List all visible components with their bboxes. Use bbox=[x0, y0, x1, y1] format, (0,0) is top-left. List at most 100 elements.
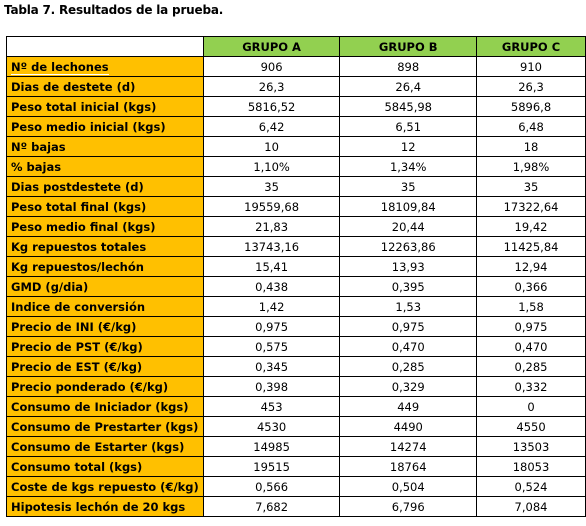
cell-grupo-c: 26,3 bbox=[476, 76, 586, 97]
table-row: % bajas 1,10% 1,34% 1,98% bbox=[6, 156, 586, 177]
cell-grupo-a: 4530 bbox=[202, 416, 341, 437]
row-label-text: % bajas bbox=[11, 159, 62, 174]
row-label-text: Consumo de Estarter (kgs) bbox=[11, 439, 185, 454]
cell-grupo-c: 13503 bbox=[476, 436, 586, 457]
header-row: GRUPO A GRUPO B GRUPO C bbox=[6, 36, 586, 57]
row-label-text: Kg repuestos totales bbox=[11, 239, 147, 254]
column-header-grupo-c: GRUPO C bbox=[476, 36, 586, 57]
row-label-text: Precio ponderado (€/kg) bbox=[11, 379, 169, 394]
row-label: Indice de conversión bbox=[6, 296, 204, 317]
cell-grupo-c: 18 bbox=[476, 136, 586, 157]
table-row: Consumo total (kgs) 19515 18764 18053 bbox=[6, 456, 586, 477]
cell-grupo-b: 0,285 bbox=[339, 356, 478, 377]
cell-grupo-c: 1,58 bbox=[476, 296, 586, 317]
table-row: Precio ponderado (€/kg) 0,398 0,329 0,332 bbox=[6, 376, 586, 397]
cell-grupo-a: 15,41 bbox=[202, 256, 341, 277]
row-label-text: Indice de conversión bbox=[11, 299, 146, 314]
row-label: Consumo de Iniciador (kgs) bbox=[6, 396, 204, 417]
cell-grupo-b: 0,504 bbox=[339, 476, 478, 497]
table-row: Peso medio final (kgs) 21,83 20,44 19,42 bbox=[6, 216, 586, 237]
row-label-text: Consumo total (kgs) bbox=[11, 459, 143, 474]
cell-grupo-b: 20,44 bbox=[339, 216, 478, 237]
table-row: Precio de PST (€/kg) 0,575 0,470 0,470 bbox=[6, 336, 586, 357]
row-label-text: Dias de destete (d) bbox=[11, 79, 136, 94]
cell-grupo-a: 1,42 bbox=[202, 296, 341, 317]
table-row: Consumo de Iniciador (kgs) 453 449 0 bbox=[6, 396, 586, 417]
cell-grupo-c: 0,470 bbox=[476, 336, 586, 357]
row-label: Dias de destete (d) bbox=[6, 76, 204, 97]
cell-grupo-c: 17322,64 bbox=[476, 196, 586, 217]
table-body: Nº de lechones 906 898 910 Dias de destete (… bbox=[6, 56, 586, 517]
cell-grupo-a: 453 bbox=[202, 396, 341, 417]
row-label: Precio de EST (€/kg) bbox=[6, 356, 204, 377]
row-label-text: Precio de PST (€/kg) bbox=[11, 339, 143, 354]
cell-grupo-a: 14985 bbox=[202, 436, 341, 457]
cell-grupo-a: 0,438 bbox=[202, 276, 341, 297]
cell-grupo-a: 13743,16 bbox=[202, 236, 341, 257]
table-row: GMD (g/dia) 0,438 0,395 0,366 bbox=[6, 276, 586, 297]
cell-grupo-a: 5816,52 bbox=[202, 96, 341, 117]
cell-grupo-a: 6,42 bbox=[202, 116, 341, 137]
cell-grupo-c: 11425,84 bbox=[476, 236, 586, 257]
cell-grupo-a: 0,345 bbox=[202, 356, 341, 377]
row-label: Peso total inicial (kgs) bbox=[6, 96, 204, 117]
cell-grupo-b: 14274 bbox=[339, 436, 478, 457]
cell-grupo-c: 0,524 bbox=[476, 476, 586, 497]
cell-grupo-c: 0 bbox=[476, 396, 586, 417]
cell-grupo-b: 1,34% bbox=[339, 156, 478, 177]
cell-grupo-b: 0,470 bbox=[339, 336, 478, 357]
row-label: Consumo de Estarter (kgs) bbox=[6, 436, 204, 457]
table-row: Precio de INI (€/kg) 0,975 0,975 0,975 bbox=[6, 316, 586, 337]
row-label: Kg repuestos totales bbox=[6, 236, 204, 257]
row-label-text: Hipotesis lechón de 20 kgs bbox=[11, 499, 186, 514]
row-label: Dias postdestete (d) bbox=[6, 176, 204, 197]
row-label-text: Coste de kgs repuesto (€/kg) bbox=[11, 479, 199, 494]
row-label: Nº de lechones bbox=[6, 56, 204, 77]
cell-grupo-c: 12,94 bbox=[476, 256, 586, 277]
cell-grupo-c: 910 bbox=[476, 56, 586, 77]
cell-grupo-b: 18109,84 bbox=[339, 196, 478, 217]
table-row: Hipotesis lechón de 20 kgs 7,682 6,796 7,08… bbox=[6, 496, 586, 517]
table-row: Kg repuestos totales 13743,16 12263,86 1142… bbox=[6, 236, 586, 257]
header-empty-cell bbox=[6, 36, 204, 57]
cell-grupo-b: 26,4 bbox=[339, 76, 478, 97]
cell-grupo-a: 1,10% bbox=[202, 156, 341, 177]
row-label: Precio ponderado (€/kg) bbox=[6, 376, 204, 397]
table-row: Coste de kgs repuesto (€/kg) 0,566 0,504 0,… bbox=[6, 476, 586, 497]
row-label: Precio de PST (€/kg) bbox=[6, 336, 204, 357]
row-label-text: Nº bajas bbox=[11, 139, 66, 154]
cell-grupo-b: 12263,86 bbox=[339, 236, 478, 257]
cell-grupo-a: 0,975 bbox=[202, 316, 341, 337]
cell-grupo-a: 0,398 bbox=[202, 376, 341, 397]
cell-grupo-c: 4550 bbox=[476, 416, 586, 437]
cell-grupo-a: 906 bbox=[202, 56, 341, 77]
row-label: Consumo de Prestarter (kgs) bbox=[6, 416, 204, 437]
cell-grupo-a: 0,575 bbox=[202, 336, 341, 357]
table-row: Peso total final (kgs) 19559,68 18109,84 17… bbox=[6, 196, 586, 217]
cell-grupo-c: 6,48 bbox=[476, 116, 586, 137]
table-row: Indice de conversión 1,42 1,53 1,58 bbox=[6, 296, 586, 317]
cell-grupo-a: 7,682 bbox=[202, 496, 341, 517]
cell-grupo-c: 35 bbox=[476, 176, 586, 197]
cell-grupo-b: 35 bbox=[339, 176, 478, 197]
cell-grupo-c: 0,975 bbox=[476, 316, 586, 337]
cell-grupo-b: 18764 bbox=[339, 456, 478, 477]
cell-grupo-b: 4490 bbox=[339, 416, 478, 437]
row-label-text: Peso medio inicial (kgs) bbox=[11, 119, 166, 134]
cell-grupo-a: 0,566 bbox=[202, 476, 341, 497]
cell-grupo-c: 7,084 bbox=[476, 496, 586, 517]
cell-grupo-b: 5845,98 bbox=[339, 96, 478, 117]
table-row: Peso total inicial (kgs) 5816,52 5845,98 58… bbox=[6, 96, 586, 117]
cell-grupo-a: 35 bbox=[202, 176, 341, 197]
row-label-text: Peso medio final (kgs) bbox=[11, 219, 156, 234]
row-label: Consumo total (kgs) bbox=[6, 456, 204, 477]
cell-grupo-c: 19,42 bbox=[476, 216, 586, 237]
cell-grupo-b: 13,93 bbox=[339, 256, 478, 277]
table-row: Dias postdestete (d) 35 35 35 bbox=[6, 176, 586, 197]
table-row: Nº bajas 10 12 18 bbox=[6, 136, 586, 157]
cell-grupo-b: 12 bbox=[339, 136, 478, 157]
row-label: Peso medio final (kgs) bbox=[6, 216, 204, 237]
table-row: Kg repuestos/lechón 15,41 13,93 12,94 bbox=[6, 256, 586, 277]
cell-grupo-b: 0,329 bbox=[339, 376, 478, 397]
cell-grupo-a: 21,83 bbox=[202, 216, 341, 237]
